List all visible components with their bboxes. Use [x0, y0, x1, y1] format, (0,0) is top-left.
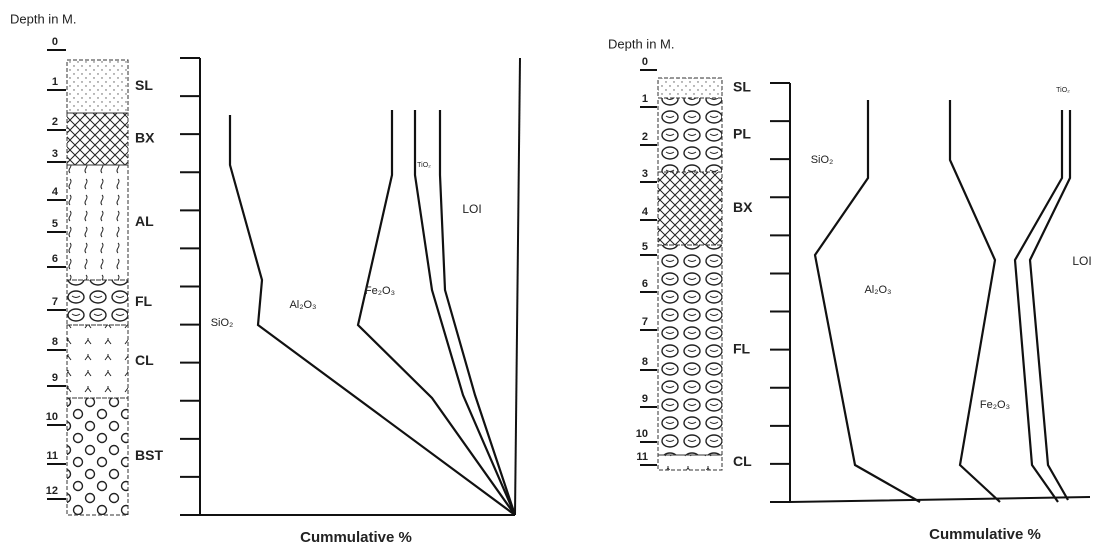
curve [415, 110, 515, 515]
depth-number: 0 [642, 56, 648, 68]
curve-label: Al₂O₃ [289, 299, 316, 311]
depth-number: 1 [642, 93, 648, 105]
layer-label: SL [733, 79, 751, 95]
depth-label: Depth in M. [608, 36, 674, 51]
depth-number: 7 [642, 316, 648, 328]
layer-label: AL [135, 213, 154, 229]
depth-number: 4 [642, 206, 649, 218]
x-axis-label: Cummulative % [300, 529, 412, 546]
curve-label: Al₂O₃ [864, 284, 891, 296]
layer-label: CL [733, 453, 752, 469]
depth-number: 11 [46, 450, 58, 462]
curve-label: SiO₂ [211, 317, 234, 329]
layer-label: FL [733, 341, 751, 357]
figure: Depth in M.SLBXALFLCLBST0123456789101112… [0, 0, 1099, 547]
lithology-layer [67, 280, 128, 325]
lithology-layer [67, 165, 128, 280]
depth-number: 5 [52, 218, 58, 230]
curve-label: SiO₂ [811, 154, 834, 166]
depth-number: 5 [642, 241, 648, 253]
layer-label: BST [135, 447, 163, 463]
layer-label: BX [733, 199, 753, 215]
x-axis-label: Cummulative % [929, 526, 1041, 543]
depth-number: 9 [642, 393, 648, 405]
curve-label: Fe₂O₃ [980, 399, 1010, 411]
curve-label: LOI [1072, 254, 1091, 268]
depth-number: 10 [636, 428, 648, 440]
depth-number: 0 [52, 36, 58, 48]
lithology-layer [658, 172, 722, 245]
depth-number: 8 [642, 356, 648, 368]
lithology-layer [67, 113, 128, 165]
curve [440, 110, 515, 515]
curve-label: TiO₂ [1056, 87, 1070, 94]
lithology-layer [67, 325, 128, 398]
depth-number: 6 [642, 278, 648, 290]
depth-number: 2 [642, 131, 648, 143]
panel: Depth in M. SL PL BX FL CL 0 1 2 3 4 5 6 7 8 9 10 11 SiO₂ A… [608, 36, 1092, 543]
depth-number: 1 [52, 76, 58, 88]
depth-number: 11 [636, 451, 648, 463]
curve [1030, 110, 1070, 500]
depth-number: 3 [52, 148, 58, 160]
panels: Depth in M.SLBXALFLCLBST0123456789101112… [10, 11, 1092, 546]
depth-number: 7 [52, 296, 58, 308]
depth-number: 4 [52, 186, 59, 198]
lithology-layer [67, 398, 128, 515]
depth-number: 9 [52, 372, 58, 384]
lithology-layer [658, 98, 722, 172]
depth-number: 3 [642, 168, 648, 180]
layer-label: PL [733, 126, 751, 142]
depth-number: 10 [46, 411, 58, 423]
depth-label: Depth in M. [10, 11, 76, 26]
depth-number: 12 [46, 485, 58, 497]
layer-label: BX [135, 130, 155, 146]
layer-label: FL [135, 293, 153, 309]
panel: Depth in M.SLBXALFLCLBST0123456789101112… [10, 11, 520, 546]
curve [950, 100, 1000, 502]
lithology-layer [658, 245, 722, 455]
curve [1015, 110, 1062, 502]
lithology-layer [67, 60, 128, 113]
curve [358, 110, 515, 515]
depth-number: 6 [52, 253, 58, 265]
curve-label: LOI [462, 202, 481, 216]
depth-number: 8 [52, 336, 58, 348]
depth-number: 2 [52, 116, 58, 128]
y-axis [200, 58, 515, 515]
layer-label: SL [135, 77, 153, 93]
boundary-line [515, 58, 520, 515]
curve-label: TiO₂ [417, 162, 431, 169]
curve-label: Fe₂O₃ [365, 285, 395, 297]
lithology-layer [658, 78, 722, 98]
lithology-layer [658, 455, 722, 470]
layer-label: CL [135, 352, 154, 368]
